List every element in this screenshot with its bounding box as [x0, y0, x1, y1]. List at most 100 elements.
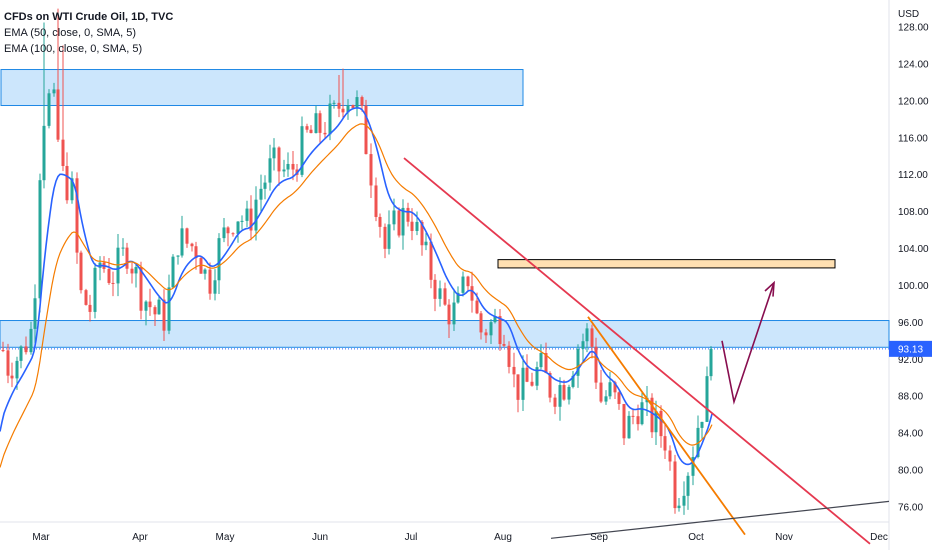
candle-body: [153, 307, 157, 315]
x-tick-label: Apr: [132, 532, 148, 543]
candle-body: [337, 102, 341, 109]
last-price-value: 93.13: [898, 344, 923, 355]
x-tick-label: Oct: [688, 532, 704, 543]
candle-body: [282, 169, 286, 172]
y-tick-label: 100.00: [898, 281, 929, 292]
candle-body: [484, 332, 488, 336]
legend: CFDs on WTI Crude Oil, 1D, TVC EMA (50, …: [4, 9, 173, 57]
candle-body: [1, 350, 5, 352]
candle-body: [466, 276, 470, 287]
candle-body: [116, 247, 120, 284]
candle-body: [134, 267, 138, 274]
candle-body: [190, 243, 194, 247]
resistance-zone-top: [0, 69, 524, 107]
candle-body: [397, 210, 401, 236]
x-tick-label: Nov: [775, 532, 793, 543]
y-tick-label: 80.00: [898, 466, 923, 477]
candle-body: [236, 221, 240, 234]
candle-body: [663, 436, 667, 451]
candle-body: [415, 221, 419, 231]
candle-body: [240, 220, 244, 222]
support-zone: [0, 320, 890, 348]
candle-body: [594, 346, 598, 383]
candle-body: [15, 360, 19, 379]
candle-body: [56, 89, 60, 140]
candle-body: [383, 226, 387, 249]
candle-body: [691, 457, 695, 476]
candle-body: [254, 199, 258, 231]
candle-body: [10, 375, 14, 379]
candle-body: [627, 415, 631, 439]
candle-body: [387, 224, 391, 249]
candle-body: [470, 286, 474, 301]
candle-body: [19, 346, 23, 361]
x-tick-label: Jun: [312, 532, 328, 543]
candle-body: [604, 396, 608, 402]
currency-label: USD: [898, 9, 919, 20]
candle-body: [452, 302, 456, 325]
candle-body: [272, 147, 276, 159]
candle-body: [507, 345, 511, 367]
candle-body: [351, 105, 355, 109]
candle-body: [65, 165, 69, 201]
candle-body: [608, 382, 612, 397]
y-tick-label: 116.00: [898, 133, 928, 144]
candle-body: [535, 367, 539, 386]
candle-body: [208, 269, 212, 294]
candle-body: [38, 180, 42, 299]
last-price-tag: [889, 340, 932, 357]
candle-body: [581, 341, 585, 349]
candle-body: [180, 228, 184, 256]
candle-body: [553, 397, 557, 407]
candle-body: [42, 125, 46, 181]
candle-body: [525, 367, 529, 382]
ema100-line: [0, 123, 713, 468]
candle-body: [199, 258, 203, 274]
candle-body: [502, 344, 506, 346]
candle-body: [599, 382, 603, 402]
candle-body: [433, 279, 437, 299]
candle-body: [194, 246, 198, 259]
candle-body: [709, 348, 713, 377]
candle-body: [203, 269, 207, 274]
candle-body: [52, 89, 56, 94]
candle-body: [571, 375, 575, 387]
candle-body: [686, 475, 690, 496]
candle-body: [548, 373, 552, 398]
y-tick-label: 104.00: [898, 244, 929, 255]
candle-body: [24, 346, 28, 353]
candle-body: [277, 147, 281, 172]
candle-body: [705, 376, 709, 422]
candle-body: [139, 267, 143, 311]
candle-body: [585, 328, 589, 342]
candle-body: [167, 287, 171, 331]
candle-body: [479, 313, 483, 333]
y-tick-label: 92.00: [898, 355, 923, 366]
y-tick-label: 128.00: [898, 23, 929, 34]
x-tick-label: Aug: [494, 532, 512, 543]
candle-body: [341, 108, 345, 113]
candle-body: [111, 282, 115, 284]
y-tick-label: 124.00: [898, 59, 929, 70]
candle-body: [360, 97, 364, 106]
x-tick-label: Sep: [590, 532, 608, 543]
candle-body: [613, 382, 617, 393]
candle-body: [157, 299, 161, 315]
y-tick-label: 120.00: [898, 96, 929, 107]
candle-body: [291, 163, 295, 170]
candle-body: [29, 328, 33, 353]
y-tick-label: 96.00: [898, 318, 923, 329]
candle-body: [309, 129, 313, 134]
candle-body: [530, 381, 534, 386]
x-tick-label: Mar: [32, 532, 50, 543]
candle-body: [355, 97, 359, 109]
candle-body: [521, 367, 525, 400]
candle-body: [70, 178, 74, 201]
candle-body: [622, 403, 626, 439]
target-resistance-zone: [497, 259, 836, 269]
candle-body: [130, 268, 134, 274]
candle-body: [443, 288, 447, 305]
candle-body: [185, 228, 189, 244]
candle-body: [558, 385, 562, 407]
